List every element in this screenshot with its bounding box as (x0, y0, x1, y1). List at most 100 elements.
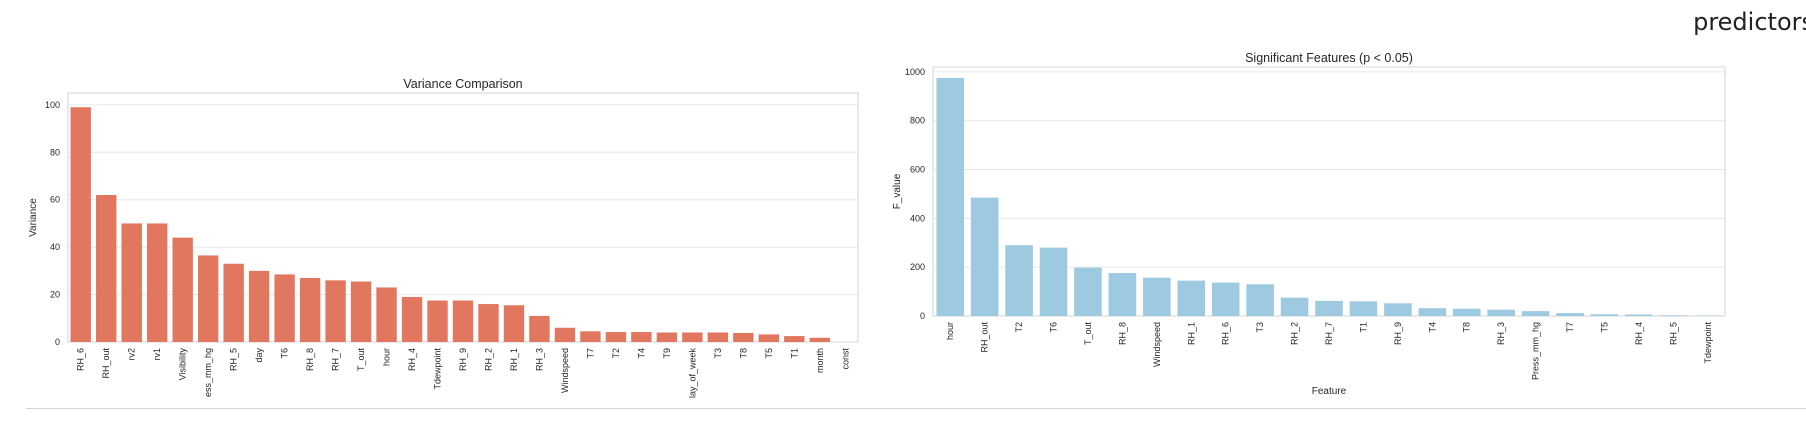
section-divider (26, 408, 1806, 409)
bar-rh-5 (223, 263, 244, 342)
bar-rh-1 (1177, 280, 1206, 316)
x-tick-label: RH_3 (534, 348, 544, 371)
bar-rh-4 (1625, 314, 1653, 316)
x-tick-label: RH_5 (229, 348, 239, 371)
x-tick-label: RH_1 (509, 348, 519, 371)
x-tick-label: RH_6 (76, 348, 86, 371)
x-tick-label: T3 (713, 348, 723, 359)
y-tick-label: 0 (920, 311, 925, 321)
bar-rh-4 (401, 296, 423, 342)
x-tick-label: RH_8 (1117, 322, 1127, 345)
x-tick-label: RH_3 (1496, 322, 1506, 345)
bar-rh-6 (70, 107, 91, 342)
x-tick-label: rv2 (127, 348, 137, 361)
bar-press-mm-hg (1521, 311, 1550, 316)
bar-t8 (1452, 308, 1481, 316)
bar-visibility (172, 237, 193, 342)
x-tick-label: T8 (738, 348, 748, 359)
x-tick-label: RH_9 (458, 348, 468, 371)
bar-rh-2 (478, 304, 499, 342)
y-axis: 0 20 40 60 80 100 (45, 100, 60, 347)
y-tick-label: 0 (55, 337, 60, 347)
bar-rh-out (96, 194, 117, 342)
x-tick-label: T_out (1083, 322, 1093, 346)
x-tick-label: T1 (1358, 322, 1368, 333)
bar-rh-7 (1315, 300, 1343, 316)
x-tick-label: T6 (1049, 322, 1059, 333)
bar-t3 (707, 332, 729, 342)
x-tick-label: Visibility (178, 348, 188, 381)
significant-features-chart: Significant Features (p < 0.05) F_value … (892, 51, 1726, 397)
bar-rh-1 (503, 305, 525, 342)
x-tick-label: lay_of_week (687, 348, 697, 399)
x-tick-label: RH_7 (331, 348, 341, 371)
bar-rh-8 (299, 277, 321, 342)
bar-t6 (274, 274, 295, 342)
x-tick-label: RH_out (980, 322, 990, 353)
bar-rh-3 (529, 315, 550, 342)
y-tick-label: 800 (910, 116, 925, 126)
bar-rh-out (970, 197, 999, 316)
x-tick-label: RH_7 (1324, 322, 1334, 345)
x-tick-label: ess_mm_hg (203, 348, 213, 397)
bar-t7 (580, 331, 601, 342)
bar-windspeed (554, 327, 576, 342)
bar-t5 (1590, 314, 1619, 316)
x-tick-label: RH_2 (483, 348, 493, 371)
x-tick-label: T5 (764, 348, 774, 359)
bar-t6 (1039, 247, 1068, 316)
predictors-heading: predictors (1693, 8, 1806, 36)
x-tick-label: T2 (611, 348, 621, 359)
y-tick-label: 400 (910, 213, 925, 223)
x-tick-label: T_out (356, 348, 366, 372)
bar-t9 (656, 332, 678, 342)
x-tick-label: T2 (1014, 322, 1024, 333)
bar-lay-of-week (682, 332, 703, 342)
x-tick-label: RH_out (101, 348, 111, 379)
chart-title: Variance Comparison (403, 77, 522, 91)
x-tick-label: Press_mm_hg (1531, 322, 1541, 380)
x-tick-label: T7 (1565, 322, 1575, 333)
y-axis-label: F_value (892, 173, 903, 209)
bar-rh-3 (1487, 309, 1515, 316)
x-tick-label: RH_4 (1634, 322, 1644, 345)
bar-month (809, 337, 830, 342)
bar-rh-9 (452, 300, 474, 342)
bar-t-out (350, 281, 372, 342)
x-tick-label: RH_5 (1668, 322, 1678, 345)
chart-title: Significant Features (p < 0.05) (1245, 51, 1413, 65)
x-tick-label: RH_9 (1393, 322, 1403, 345)
bar-rh-5 (1659, 315, 1688, 316)
x-tick-label: T4 (636, 348, 646, 359)
x-tick-label: Windspeed (560, 348, 570, 393)
bar-t3 (1246, 284, 1274, 316)
y-tick-label: 60 (50, 195, 60, 205)
x-tick-label: Windspeed (1152, 322, 1162, 367)
x-tick-label: T5 (1599, 322, 1609, 333)
x-axis: hour RH_out T2 T6 T_out RH_8 Windspeed RH_1 RH_6… (945, 322, 1713, 381)
x-tick-label: RH_4 (407, 348, 417, 371)
x-axis: RH_6 RH_out rv2 rv1 Visibility ess_mm_hg RH_5 d… (76, 348, 851, 399)
y-tick-label: 1000 (905, 67, 925, 77)
bar-hour (936, 77, 964, 316)
x-tick-label: hour (945, 322, 955, 340)
y-tick-label: 80 (50, 147, 60, 157)
bar-rh-7 (325, 280, 346, 342)
y-axis: 0 200 400 600 800 1000 (905, 67, 925, 321)
bar-windspeed (1143, 277, 1171, 316)
x-tick-label: T4 (1427, 322, 1437, 333)
y-axis-label: Variance (28, 198, 39, 237)
x-tick-label: const (840, 348, 850, 370)
bar-t4 (631, 332, 652, 342)
bar-t2 (605, 332, 627, 342)
bar-rh-9 (1384, 303, 1412, 316)
y-tick-label: 100 (45, 100, 60, 110)
x-tick-label: Tdewpoint (433, 348, 443, 390)
x-tick-label: T7 (585, 348, 595, 359)
bar-t4 (1418, 308, 1447, 316)
bar-rh-6 (1211, 282, 1240, 316)
x-tick-label: RH_8 (305, 348, 315, 371)
x-tick-label: T6 (280, 348, 290, 359)
bars (70, 107, 830, 342)
variance-comparison-chart: Variance Comparison Variance 0 20 40 60 80 10… (28, 77, 859, 399)
